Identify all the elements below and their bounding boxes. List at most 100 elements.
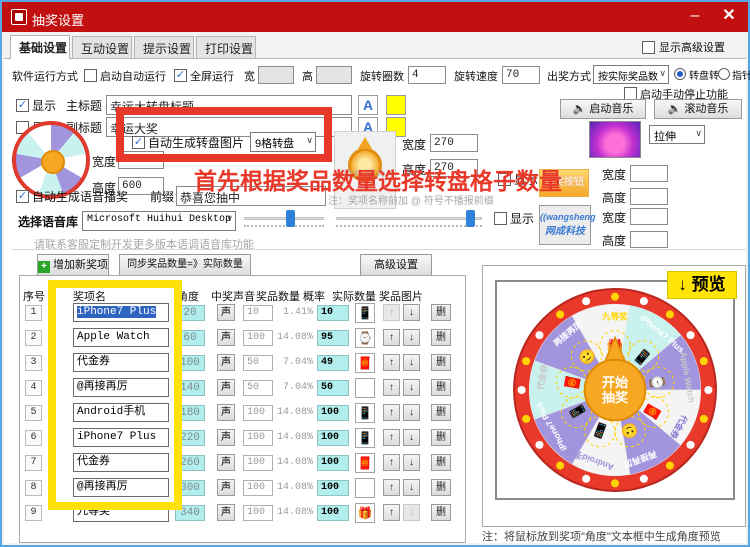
delete-row-button[interactable]: 删 <box>431 329 451 346</box>
prize-image-thumbnail[interactable] <box>355 378 375 398</box>
close-icon[interactable]: ✕ <box>722 7 736 24</box>
pointer-spin-radio[interactable] <box>718 68 730 80</box>
actual-qty-field[interactable]: 100 <box>317 430 349 446</box>
grid-count-select[interactable]: 9格转盘 ∨ <box>250 132 316 152</box>
move-down-button[interactable]: ↓ <box>403 454 420 471</box>
win-sound-button[interactable]: 声 <box>217 404 235 421</box>
delete-row-button[interactable]: 删 <box>431 479 451 496</box>
logo-height-input[interactable] <box>630 231 668 248</box>
move-down-button[interactable]: ↓ <box>403 404 420 421</box>
win-sound-button[interactable]: 声 <box>217 429 235 446</box>
sync-quantity-button[interactable]: 同步奖品数量=》实际数量 <box>119 254 251 276</box>
prize-mode-select[interactable]: 按实际奖品数 ∨ <box>593 65 669 84</box>
pointer-height-input[interactable]: 270 <box>430 159 478 177</box>
prefix-input[interactable]: 恭喜您抽中 <box>176 186 326 206</box>
auto-wheel-checkbox[interactable]: ✓ <box>132 136 145 149</box>
minimize-button[interactable]: – <box>690 7 700 24</box>
prize-qty-input[interactable]: 100 <box>243 505 273 521</box>
voice-lib-select[interactable]: Microsoft Huihui Desktop - Ch:∨ <box>82 211 236 231</box>
prize-name-input[interactable]: 代金券 <box>73 453 169 472</box>
move-down-button[interactable]: ↓ <box>403 304 420 321</box>
move-up-button[interactable]: ↑ <box>383 429 400 446</box>
win-sound-button[interactable]: 声 <box>217 354 235 371</box>
prize-image-thumbnail[interactable]: 📱 <box>355 403 375 423</box>
main-title-font-button[interactable]: A <box>358 95 378 115</box>
delete-row-button[interactable]: 删 <box>431 454 451 471</box>
brand-logo[interactable]: ((wangsheng 网成科技 <box>539 205 596 245</box>
angle-field[interactable]: 340 <box>175 505 205 521</box>
main-title-color-swatch[interactable] <box>386 95 406 115</box>
speed-slider-track[interactable] <box>336 217 482 220</box>
actual-qty-field[interactable]: 49 <box>317 355 349 371</box>
advanced-settings-checkbox[interactable] <box>642 41 655 54</box>
move-down-button[interactable]: ↓ <box>403 354 420 371</box>
prize-image-thumbnail[interactable] <box>355 478 375 498</box>
spin-speed-input[interactable]: 70 <box>502 66 540 84</box>
spin-count-input[interactable]: 4 <box>408 66 446 84</box>
actual-qty-field[interactable]: 100 <box>317 405 349 421</box>
delete-row-button[interactable]: 删 <box>431 354 451 371</box>
prize-qty-input[interactable]: 100 <box>243 330 273 346</box>
angle-field[interactable]: 260 <box>175 455 205 471</box>
win-sound-button[interactable]: 声 <box>217 379 235 396</box>
scroll-music-button[interactable]: 🔈 滚动音乐 <box>654 99 742 119</box>
wheel-spin-radio[interactable] <box>674 68 686 80</box>
move-down-button[interactable]: ↓ <box>403 429 420 446</box>
tab-打印设置[interactable]: 打印设置 <box>196 36 256 58</box>
stretch-select[interactable]: 拉伸 ∨ <box>649 125 705 144</box>
pointer-image-thumbnail[interactable]: 指针图片 <box>334 131 396 209</box>
prize-qty-input[interactable]: 100 <box>243 455 273 471</box>
prize-image-thumbnail[interactable]: 🎁 <box>355 503 375 523</box>
move-up-button[interactable]: ↑ <box>383 354 400 371</box>
prize-image-thumbnail[interactable]: 📱 <box>355 428 375 448</box>
add-prize-button[interactable]: + 增加新奖项 <box>37 254 109 276</box>
delete-row-button[interactable]: 删 <box>431 504 451 521</box>
logo-width-input[interactable] <box>630 208 668 225</box>
volume-slider-thumb[interactable] <box>286 210 295 227</box>
delete-row-button[interactable]: 删 <box>431 429 451 446</box>
prize-image-thumbnail[interactable]: 📱 <box>355 303 375 323</box>
move-up-button[interactable]: ↑ <box>383 454 400 471</box>
speed-slider-thumb[interactable] <box>466 210 475 227</box>
advanced-settings-button[interactable]: 高级设置 <box>360 254 432 276</box>
actual-qty-field[interactable]: 50 <box>317 380 349 396</box>
draw-button-height-input[interactable] <box>630 188 668 205</box>
background-image-thumbnail[interactable] <box>589 121 641 158</box>
prize-name-input[interactable]: Android手机 <box>73 403 169 422</box>
actual-qty-field[interactable]: 100 <box>317 505 349 521</box>
prize-image-thumbnail[interactable]: 🧧 <box>355 353 375 373</box>
prize-name-input[interactable]: @再接再厉 <box>73 378 169 397</box>
prize-name-input[interactable]: 代金券 <box>73 353 169 372</box>
move-up-button[interactable]: ↑ <box>383 404 400 421</box>
angle-field[interactable]: 220 <box>175 430 205 446</box>
prize-qty-input[interactable]: 50 <box>243 355 273 371</box>
draw-button-show-checkbox[interactable] <box>498 173 511 186</box>
prize-qty-input[interactable]: 100 <box>243 430 273 446</box>
win-sound-button[interactable]: 声 <box>217 504 235 521</box>
win-sound-button[interactable]: 声 <box>217 454 235 471</box>
actual-qty-field[interactable]: 95 <box>317 330 349 346</box>
prize-qty-input[interactable]: 100 <box>243 405 273 421</box>
win-sound-button[interactable]: 声 <box>217 329 235 346</box>
move-down-button[interactable]: ↓ <box>403 329 420 346</box>
logo-show-checkbox[interactable] <box>494 212 507 225</box>
actual-qty-field[interactable]: 100 <box>317 480 349 496</box>
tab-基础设置[interactable]: 基础设置 <box>10 35 70 59</box>
prize-name-input[interactable]: iPhone7 Plus <box>73 428 169 447</box>
actual-qty-field[interactable]: 10 <box>317 305 349 321</box>
win-sound-button[interactable]: 声 <box>217 304 235 321</box>
angle-field[interactable]: 300 <box>175 480 205 496</box>
prize-name-input[interactable]: @再接再厉 <box>73 478 169 497</box>
fullscreen-checkbox[interactable]: ✓ <box>174 69 187 82</box>
volume-slider-track[interactable] <box>244 217 324 220</box>
main-title-show-checkbox[interactable]: ✓ <box>16 99 29 112</box>
wheel-height-input[interactable]: 600 <box>118 177 164 195</box>
angle-field[interactable]: 20 <box>175 305 205 321</box>
tab-互动设置[interactable]: 互动设置 <box>72 36 132 58</box>
prize-qty-input[interactable]: 10 <box>243 305 273 321</box>
screen-width-input[interactable] <box>258 66 294 84</box>
prize-image-thumbnail[interactable]: ⌚ <box>355 328 375 348</box>
move-up-button[interactable]: ↑ <box>383 479 400 496</box>
auto-run-checkbox[interactable] <box>84 69 97 82</box>
prize-name-input[interactable]: Apple Watch <box>73 328 169 347</box>
